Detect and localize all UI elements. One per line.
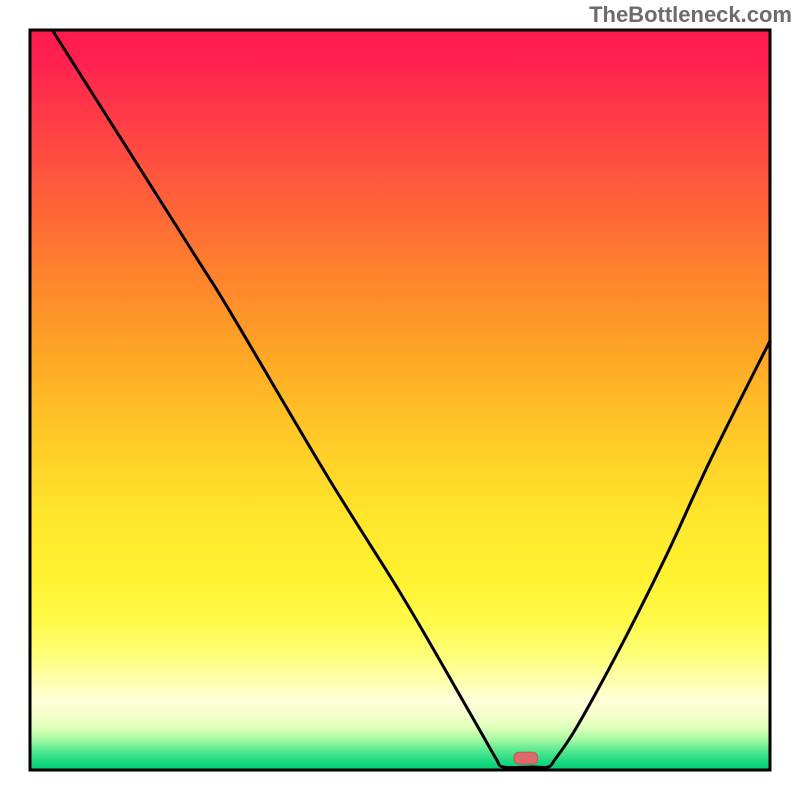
- chart-background: [30, 30, 770, 770]
- chart-container: TheBottleneck.com: [0, 0, 800, 800]
- optimal-point-marker: [514, 752, 538, 764]
- bottleneck-chart: [0, 0, 800, 800]
